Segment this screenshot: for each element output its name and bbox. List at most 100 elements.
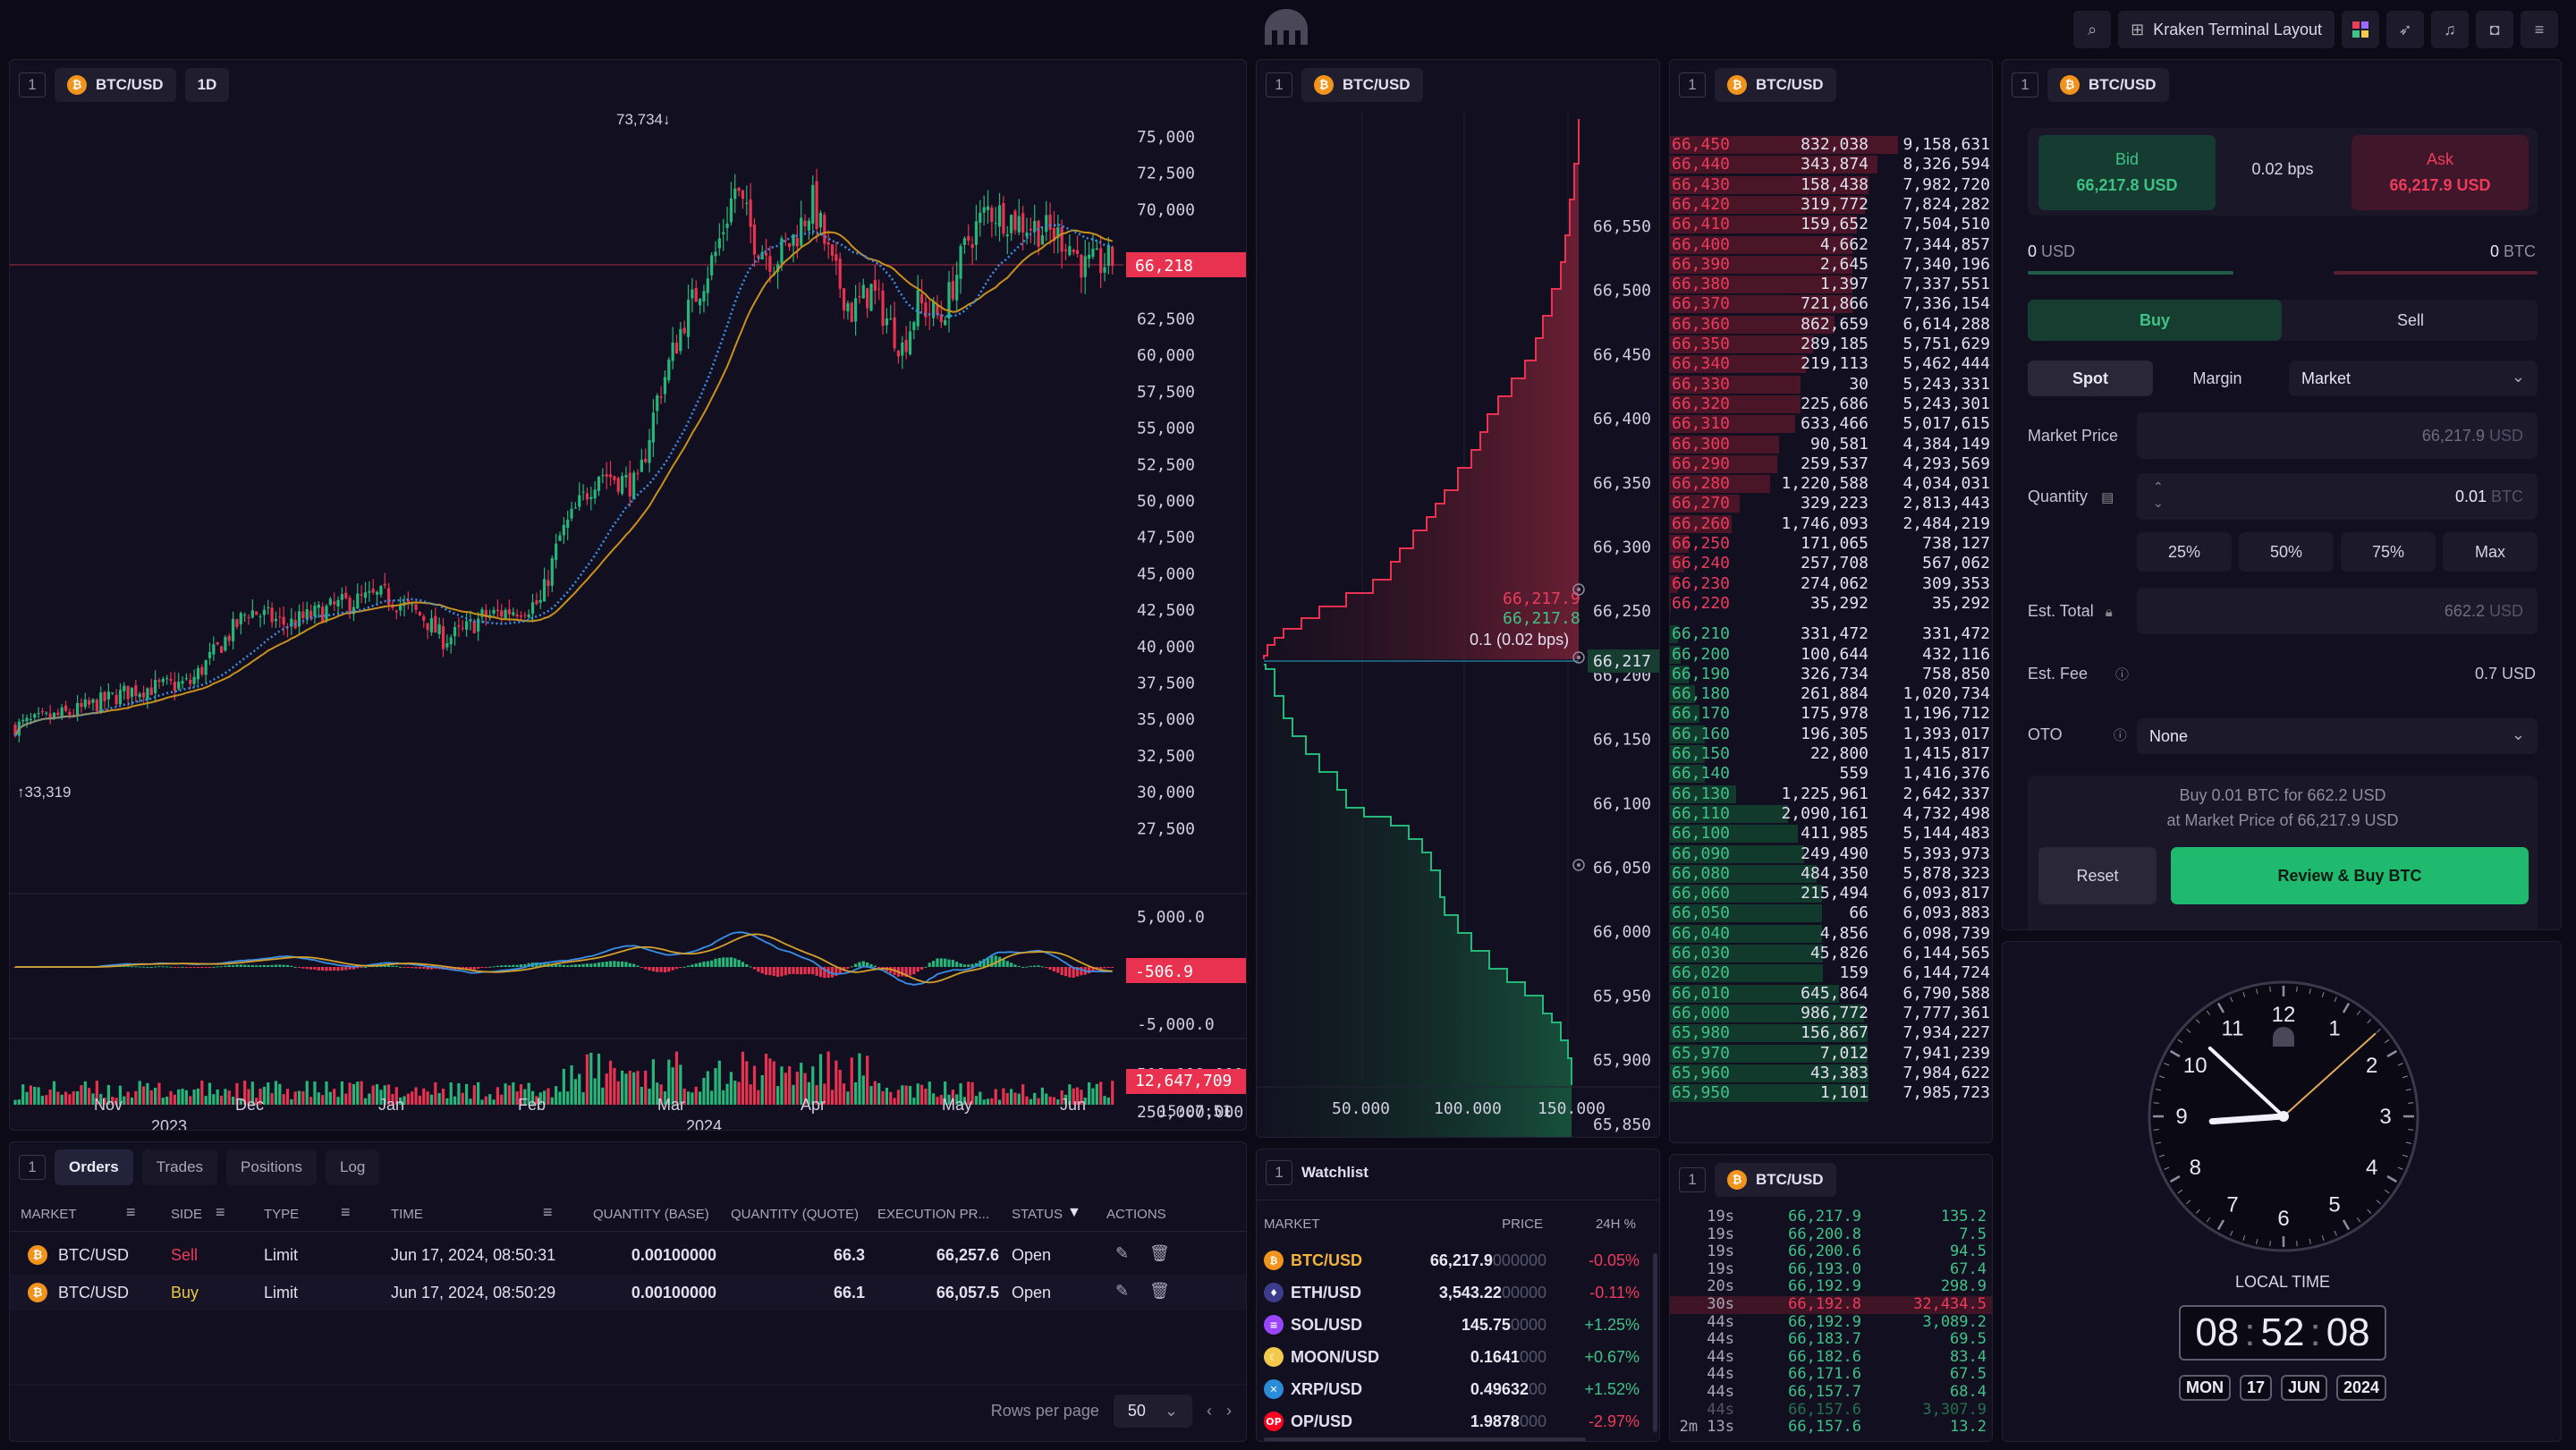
trash-icon[interactable]: 🗑︎ — [1149, 1282, 1170, 1300]
trash-icon[interactable]: 🗑︎ — [1149, 1244, 1170, 1262]
menu-icon[interactable]: ≡ — [2521, 11, 2558, 48]
tab-trades[interactable]: Trades — [141, 1149, 218, 1185]
watchlist-row[interactable]: ✕ XRP/USD 0.4963200 +1.52% — [1257, 1375, 1659, 1403]
bid-row[interactable]: 66,080 484,350 5,878,323 — [1670, 864, 1992, 884]
filter-active-icon[interactable]: ▼ — [1067, 1205, 1081, 1220]
column-header[interactable]: TYPE — [264, 1207, 300, 1222]
review-buy-button[interactable]: Review & Buy BTC — [2171, 847, 2529, 904]
bid-row[interactable]: 66,010 645,864 6,790,588 — [1670, 984, 1992, 1004]
column-header[interactable]: SIDE — [171, 1207, 203, 1222]
pair-selector[interactable]: ₿ BTC/USD — [1715, 1163, 1836, 1197]
bid-row[interactable]: 66,130 1,225,961 2,642,337 — [1670, 784, 1992, 804]
calendar-icon[interactable]: ▤ — [2101, 490, 2114, 505]
panel-number[interactable]: 1 — [19, 1155, 46, 1180]
watchlist-row[interactable]: ♦ ETH/USD 3,543.2200000 -0.11% — [1257, 1278, 1659, 1307]
ask-row[interactable]: 66,430 158,438 7,982,720 — [1670, 175, 1992, 195]
depth-chart[interactable]: 66,550 66,500 66,450 66,400 66,350 66,300 66,2… — [1257, 110, 1660, 1138]
filter-icon[interactable]: ≡ — [216, 1203, 225, 1221]
panel-number[interactable]: 1 — [19, 72, 46, 98]
pair-selector[interactable]: ₿ BTC/USD — [2047, 68, 2169, 102]
bid-row[interactable]: 65,960 43,383 7,984,622 — [1670, 1064, 1992, 1083]
bid-row[interactable]: 66,200 100,644 432,116 — [1670, 645, 1992, 665]
buy-tab[interactable]: Buy — [2028, 300, 2282, 341]
edit-icon[interactable]: ✎ — [1115, 1244, 1130, 1262]
column-header[interactable]: QUANTITY (QUOTE) — [731, 1207, 860, 1222]
bid-row[interactable]: 66,030 45,826 6,144,565 — [1670, 944, 1992, 963]
ask-row[interactable]: 66,230 274,062 309,353 — [1670, 574, 1992, 594]
ask-row[interactable]: 66,300 90,581 4,384,149 — [1670, 435, 1992, 454]
percent-button[interactable]: 25% — [2137, 532, 2232, 572]
filter-icon[interactable]: ≡ — [341, 1203, 351, 1221]
bid-row[interactable]: 65,950 1,101 7,985,723 — [1670, 1083, 1992, 1103]
panel-number[interactable]: 1 — [1679, 72, 1706, 98]
bid-row[interactable]: 66,180 261,884 1,020,734 — [1670, 684, 1992, 704]
bid-row[interactable]: 66,060 215,494 6,093,817 — [1670, 884, 1992, 903]
ask-row[interactable]: 66,350 289,185 5,751,629 — [1670, 335, 1992, 354]
column-header[interactable]: STATUS — [1012, 1207, 1063, 1222]
h-scrollbar[interactable] — [1264, 1437, 1586, 1441]
column-header[interactable]: 24H % — [1595, 1217, 1636, 1232]
panel-number[interactable]: 1 — [2012, 72, 2038, 98]
ask-row[interactable]: 66,360 862,659 6,614,288 — [1670, 315, 1992, 335]
ask-row[interactable]: 66,400 4,662 7,344,857 — [1670, 235, 1992, 255]
bid-box[interactable]: Bid 66,217.8 USD — [2038, 135, 2216, 210]
ask-row[interactable]: 66,290 259,537 4,293,569 — [1670, 454, 1992, 474]
column-header[interactable]: TIME — [391, 1207, 423, 1222]
sell-tab[interactable]: Sell — [2396, 310, 2424, 329]
panel-number[interactable]: 1 — [1266, 1160, 1292, 1185]
watchlist-row[interactable]: ≡ SOL/USD 145.750000 +1.25% — [1257, 1310, 1659, 1339]
table-row[interactable]: ₿ BTC/USD Sell Limit Jun 17, 2024, 08:50:31 0… — [10, 1237, 1246, 1273]
price-chart[interactable]: 75,000 72,500 70,000 62,500 60,000 57,500 55,0… — [10, 110, 1247, 1131]
ask-row[interactable]: 66,260 1,746,093 2,484,219 — [1670, 514, 1992, 534]
tab-orders[interactable]: Orders — [55, 1149, 133, 1185]
rocket-icon[interactable]: ➶ — [2386, 11, 2424, 48]
bid-row[interactable]: 66,000 986,772 7,777,361 — [1670, 1004, 1992, 1023]
bid-row[interactable]: 66,140 559 1,416,376 — [1670, 764, 1992, 784]
crosshair-icon[interactable] — [1572, 583, 1585, 596]
bid-row[interactable]: 66,150 22,800 1,415,817 — [1670, 744, 1992, 764]
info-icon[interactable]: ⓘ — [2115, 667, 2130, 683]
pair-selector[interactable]: ₿ BTC/USD — [1301, 68, 1423, 102]
pair-selector[interactable]: ₿ BTC/USD — [55, 68, 176, 102]
bid-row[interactable]: 65,980 156,867 7,934,227 — [1670, 1023, 1992, 1043]
ask-row[interactable]: 66,240 257,708 567,062 — [1670, 554, 1992, 573]
rows-per-page-select[interactable]: 50 ⌄ — [1113, 1395, 1192, 1428]
watchlist-row[interactable]: OP OP/USD 1.9878000 -2.97% — [1257, 1407, 1659, 1436]
pair-selector[interactable]: ₿ BTC/USD — [1715, 68, 1836, 102]
bid-row[interactable]: 66,210 331,472 331,472 — [1670, 624, 1992, 644]
ask-row[interactable]: 66,280 1,220,588 4,034,031 — [1670, 474, 1992, 494]
ask-box[interactable]: Ask 66,217.9 USD — [2351, 135, 2529, 210]
interval-selector[interactable]: 1D — [184, 68, 230, 102]
stepper-icon[interactable]: ⌃ ⌄ — [2153, 479, 2164, 510]
bid-row[interactable]: 66,100 411,985 5,144,483 — [1670, 824, 1992, 844]
oto-select[interactable]: None ⌄ — [2137, 718, 2538, 754]
bid-row[interactable]: 66,020 159 6,144,724 — [1670, 963, 1992, 983]
column-header[interactable]: MARKET — [1264, 1217, 1320, 1232]
ask-row[interactable]: 66,340 219,113 5,462,444 — [1670, 354, 1992, 374]
bid-row[interactable]: 66,090 249,490 5,393,973 — [1670, 844, 1992, 864]
ask-row[interactable]: 66,310 633,466 5,017,615 — [1670, 414, 1992, 434]
panel-number[interactable]: 1 — [1679, 1167, 1706, 1192]
ask-row[interactable]: 66,440 343,874 8,326,594 — [1670, 155, 1992, 174]
panel-number[interactable]: 1 — [1266, 72, 1292, 98]
tab-log[interactable]: Log — [326, 1149, 380, 1185]
ask-row[interactable]: 66,380 1,397 7,337,551 — [1670, 275, 1992, 294]
camera-icon[interactable]: ◘ — [2476, 11, 2513, 48]
column-header[interactable]: QUANTITY (BASE) — [593, 1207, 709, 1222]
bid-row[interactable]: 66,190 326,734 758,850 — [1670, 665, 1992, 684]
ask-row[interactable]: 66,450 832,038 9,158,631 — [1670, 135, 1992, 155]
filter-icon[interactable]: ≡ — [543, 1203, 553, 1221]
crosshair-icon[interactable] — [1572, 651, 1585, 664]
watchlist-row[interactable]: ☾ MOON/USD 0.1641000 +0.67% — [1257, 1343, 1659, 1371]
column-header[interactable]: MARKET — [21, 1207, 77, 1222]
tab-positions[interactable]: Positions — [226, 1149, 318, 1185]
bid-row[interactable]: 66,050 66 6,093,883 — [1670, 903, 1992, 923]
prev-page-icon[interactable]: ‹ — [1207, 1402, 1212, 1420]
ask-row[interactable]: 66,420 319,772 7,824,282 — [1670, 195, 1992, 215]
percent-button[interactable]: 50% — [2239, 532, 2334, 572]
color-grid-icon[interactable] — [2342, 11, 2379, 48]
order-type-select[interactable]: Market ⌄ — [2289, 360, 2538, 396]
ask-row[interactable]: 66,330 30 5,243,331 — [1670, 375, 1992, 394]
ask-row[interactable]: 66,390 2,645 7,340,196 — [1670, 255, 1992, 275]
scrollbar[interactable] — [1653, 1253, 1657, 1432]
